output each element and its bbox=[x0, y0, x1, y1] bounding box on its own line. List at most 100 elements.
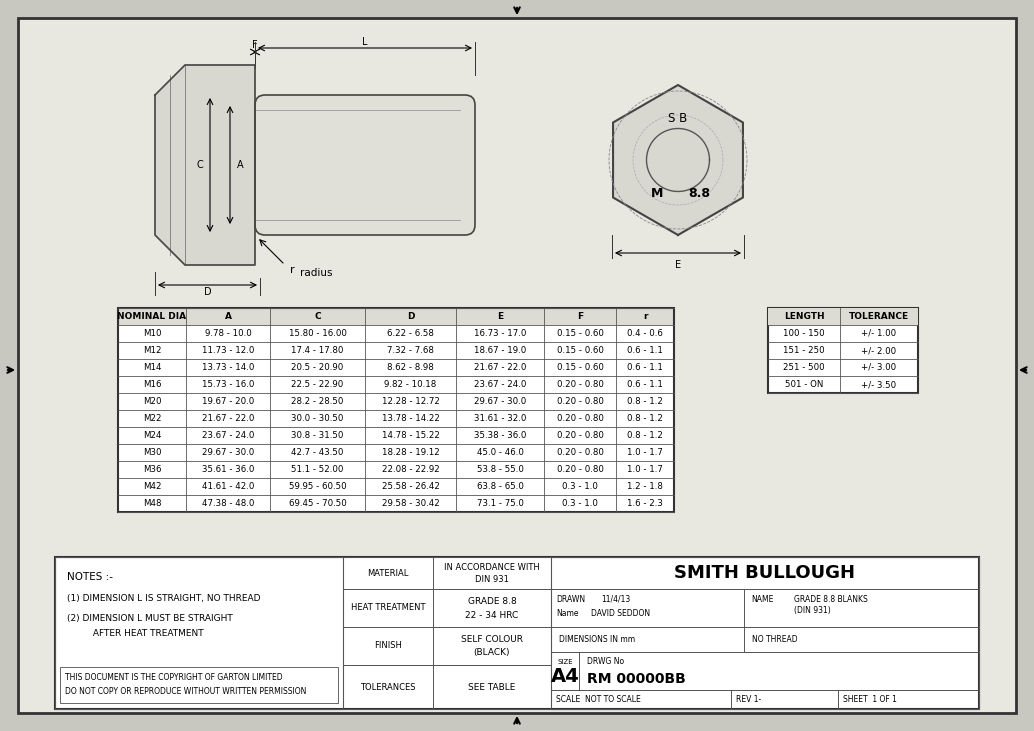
Text: 0.15 - 0.60: 0.15 - 0.60 bbox=[556, 329, 604, 338]
Text: M36: M36 bbox=[143, 465, 161, 474]
Text: 6.22 - 6.58: 6.22 - 6.58 bbox=[387, 329, 434, 338]
Text: 1.0 - 1.7: 1.0 - 1.7 bbox=[627, 448, 663, 457]
Text: DIMENSIONS IN mm: DIMENSIONS IN mm bbox=[559, 635, 635, 644]
Text: 59.95 - 60.50: 59.95 - 60.50 bbox=[288, 482, 346, 491]
Text: M22: M22 bbox=[143, 414, 161, 423]
Bar bbox=[551, 690, 979, 709]
Text: 22.5 - 22.90: 22.5 - 22.90 bbox=[292, 380, 343, 389]
Bar bbox=[343, 589, 551, 627]
Text: 8.62 - 8.98: 8.62 - 8.98 bbox=[387, 363, 434, 372]
Text: GRADE 8.8 BLANKS: GRADE 8.8 BLANKS bbox=[794, 594, 868, 604]
Bar bbox=[343, 627, 551, 665]
Text: DAVID SEDDON: DAVID SEDDON bbox=[591, 608, 650, 618]
Text: radius: radius bbox=[300, 268, 333, 278]
Text: NO THREAD: NO THREAD bbox=[752, 635, 797, 644]
Text: MATERIAL: MATERIAL bbox=[367, 569, 408, 577]
Bar bbox=[551, 557, 979, 589]
Text: 22 - 34 HRC: 22 - 34 HRC bbox=[465, 610, 519, 619]
Bar bbox=[551, 627, 979, 652]
Text: DRAWN: DRAWN bbox=[556, 594, 585, 604]
Bar bbox=[551, 652, 979, 690]
Text: M42: M42 bbox=[143, 482, 161, 491]
Text: GRADE 8.8: GRADE 8.8 bbox=[467, 597, 516, 607]
Bar bbox=[60, 667, 338, 703]
Text: M10: M10 bbox=[143, 329, 161, 338]
Text: RM 00000BB: RM 00000BB bbox=[587, 672, 686, 686]
Text: +/- 2.00: +/- 2.00 bbox=[861, 346, 896, 355]
Text: 9.82 - 10.18: 9.82 - 10.18 bbox=[385, 380, 436, 389]
Bar bbox=[768, 308, 918, 325]
Text: 30.0 - 30.50: 30.0 - 30.50 bbox=[292, 414, 343, 423]
Text: 0.20 - 0.80: 0.20 - 0.80 bbox=[556, 465, 604, 474]
FancyBboxPatch shape bbox=[255, 95, 475, 235]
Bar bbox=[551, 589, 979, 627]
Text: D: D bbox=[406, 312, 415, 321]
Bar bbox=[55, 557, 979, 709]
Text: SIZE: SIZE bbox=[557, 659, 573, 665]
Text: 0.3 - 1.0: 0.3 - 1.0 bbox=[562, 499, 598, 508]
Text: D: D bbox=[204, 287, 211, 297]
Text: A: A bbox=[237, 160, 243, 170]
Text: 0.15 - 0.60: 0.15 - 0.60 bbox=[556, 346, 604, 355]
Text: 11/4/13: 11/4/13 bbox=[601, 594, 631, 604]
Text: SELF COLOUR: SELF COLOUR bbox=[461, 635, 523, 645]
Text: 29.58 - 30.42: 29.58 - 30.42 bbox=[382, 499, 439, 508]
Text: 47.38 - 48.0: 47.38 - 48.0 bbox=[202, 499, 254, 508]
Text: 15.80 - 16.00: 15.80 - 16.00 bbox=[288, 329, 346, 338]
Text: NOTES :-: NOTES :- bbox=[67, 572, 113, 582]
Text: 1.6 - 2.3: 1.6 - 2.3 bbox=[627, 499, 663, 508]
Text: SEE TABLE: SEE TABLE bbox=[468, 683, 516, 692]
Text: 21.67 - 22.0: 21.67 - 22.0 bbox=[202, 414, 254, 423]
Text: 69.45 - 70.50: 69.45 - 70.50 bbox=[288, 499, 346, 508]
Text: A: A bbox=[224, 312, 232, 321]
Text: +/- 3.00: +/- 3.00 bbox=[861, 363, 896, 372]
Text: E: E bbox=[497, 312, 504, 321]
Text: 0.6 - 1.1: 0.6 - 1.1 bbox=[627, 363, 663, 372]
Text: (1) DIMENSION L IS STRAIGHT, NO THREAD: (1) DIMENSION L IS STRAIGHT, NO THREAD bbox=[67, 594, 261, 604]
Text: +/- 1.00: +/- 1.00 bbox=[861, 329, 896, 338]
Bar bbox=[55, 557, 343, 709]
Text: 151 - 250: 151 - 250 bbox=[783, 346, 825, 355]
Text: Name: Name bbox=[556, 608, 578, 618]
Text: 22.08 - 22.92: 22.08 - 22.92 bbox=[382, 465, 439, 474]
Text: 0.3 - 1.0: 0.3 - 1.0 bbox=[562, 482, 598, 491]
Polygon shape bbox=[155, 65, 255, 265]
Text: 1.0 - 1.7: 1.0 - 1.7 bbox=[627, 465, 663, 474]
Text: 8.8: 8.8 bbox=[688, 187, 710, 200]
Text: AFTER HEAT TREATMENT: AFTER HEAT TREATMENT bbox=[67, 629, 204, 637]
Text: 35.38 - 36.0: 35.38 - 36.0 bbox=[474, 431, 526, 440]
Text: 7.32 - 7.68: 7.32 - 7.68 bbox=[387, 346, 434, 355]
Text: 51.1 - 52.00: 51.1 - 52.00 bbox=[292, 465, 343, 474]
Text: DRWG No: DRWG No bbox=[587, 657, 625, 667]
Text: 0.4 - 0.6: 0.4 - 0.6 bbox=[627, 329, 663, 338]
Text: 0.20 - 0.80: 0.20 - 0.80 bbox=[556, 397, 604, 406]
Text: M24: M24 bbox=[143, 431, 161, 440]
Text: 0.20 - 0.80: 0.20 - 0.80 bbox=[556, 414, 604, 423]
Text: L: L bbox=[362, 37, 368, 47]
Text: THIS DOCUMENT IS THE COPYRIGHT OF GARTON LIMITED: THIS DOCUMENT IS THE COPYRIGHT OF GARTON… bbox=[65, 673, 282, 681]
Bar bbox=[118, 308, 674, 512]
Text: 23.67 - 24.0: 23.67 - 24.0 bbox=[202, 431, 254, 440]
Text: M48: M48 bbox=[143, 499, 161, 508]
Text: 41.61 - 42.0: 41.61 - 42.0 bbox=[202, 482, 254, 491]
Text: 15.73 - 16.0: 15.73 - 16.0 bbox=[202, 380, 254, 389]
Text: SCALE  NOT TO SCALE: SCALE NOT TO SCALE bbox=[556, 695, 641, 704]
Text: M20: M20 bbox=[143, 397, 161, 406]
Text: C: C bbox=[314, 312, 321, 321]
Text: S B: S B bbox=[668, 113, 688, 125]
Text: +/- 3.50: +/- 3.50 bbox=[861, 380, 896, 389]
Text: 31.61 - 32.0: 31.61 - 32.0 bbox=[474, 414, 526, 423]
Text: REV 1-: REV 1- bbox=[736, 695, 761, 704]
Text: 53.8 - 55.0: 53.8 - 55.0 bbox=[477, 465, 523, 474]
Text: 13.73 - 14.0: 13.73 - 14.0 bbox=[202, 363, 254, 372]
Text: 42.7 - 43.50: 42.7 - 43.50 bbox=[292, 448, 343, 457]
Text: M16: M16 bbox=[143, 380, 161, 389]
Text: 0.20 - 0.80: 0.20 - 0.80 bbox=[556, 431, 604, 440]
Text: 100 - 150: 100 - 150 bbox=[783, 329, 825, 338]
Text: 1.2 - 1.8: 1.2 - 1.8 bbox=[627, 482, 663, 491]
Text: 0.15 - 0.60: 0.15 - 0.60 bbox=[556, 363, 604, 372]
Text: 11.73 - 12.0: 11.73 - 12.0 bbox=[202, 346, 254, 355]
Text: M12: M12 bbox=[143, 346, 161, 355]
Text: DIN 931: DIN 931 bbox=[475, 575, 509, 585]
Text: 18.28 - 19.12: 18.28 - 19.12 bbox=[382, 448, 439, 457]
